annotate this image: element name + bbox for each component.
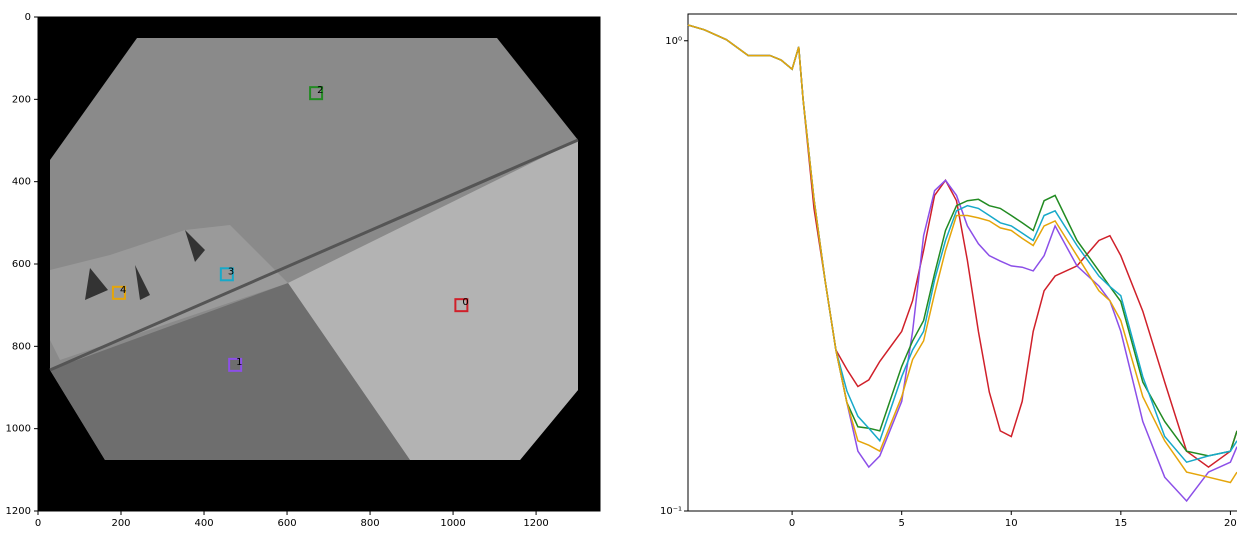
region-label: 4 xyxy=(120,285,126,296)
x-tick-label: 20 xyxy=(1224,518,1237,529)
x-tick-label: 1000 xyxy=(440,518,465,529)
region-label: 0 xyxy=(462,297,468,308)
data-line xyxy=(688,25,1237,501)
region-label: 1 xyxy=(236,357,242,368)
y-tick-label: 200 xyxy=(12,94,31,105)
data-line xyxy=(688,25,1237,483)
data-line xyxy=(688,25,1237,462)
y-tick-label: 0 xyxy=(25,12,31,23)
y-tick-label: 600 xyxy=(12,259,31,270)
y-tick-label: 400 xyxy=(12,177,31,188)
page: 0200400600800100012000200400600800100012… xyxy=(0,0,1237,533)
data-line xyxy=(688,25,1237,456)
x-tick-label: 800 xyxy=(361,518,380,529)
x-tick-label: 1200 xyxy=(523,518,548,529)
figure: 0200400600800100012000200400600800100012… xyxy=(0,0,1237,529)
x-tick-label: 15 xyxy=(1114,518,1127,529)
y-tick-label: 800 xyxy=(12,341,31,352)
x-tick-label: 0 xyxy=(789,518,795,529)
region-label: 2 xyxy=(317,85,323,96)
y-tick-label: 10⁰ xyxy=(665,36,682,47)
x-tick-label: 600 xyxy=(277,518,296,529)
axes-frame xyxy=(688,14,1237,511)
region-label: 3 xyxy=(228,266,234,277)
y-tick-label: 1200 xyxy=(6,506,31,517)
x-tick-label: 200 xyxy=(111,518,130,529)
y-tick-label: 1000 xyxy=(6,424,31,435)
x-tick-label: 10 xyxy=(1005,518,1018,529)
x-tick-label: 0 xyxy=(35,518,41,529)
x-tick-label: 5 xyxy=(898,518,904,529)
y-tick-label: 10⁻¹ xyxy=(660,506,682,517)
data-line xyxy=(688,25,1237,467)
x-tick-label: 400 xyxy=(194,518,213,529)
